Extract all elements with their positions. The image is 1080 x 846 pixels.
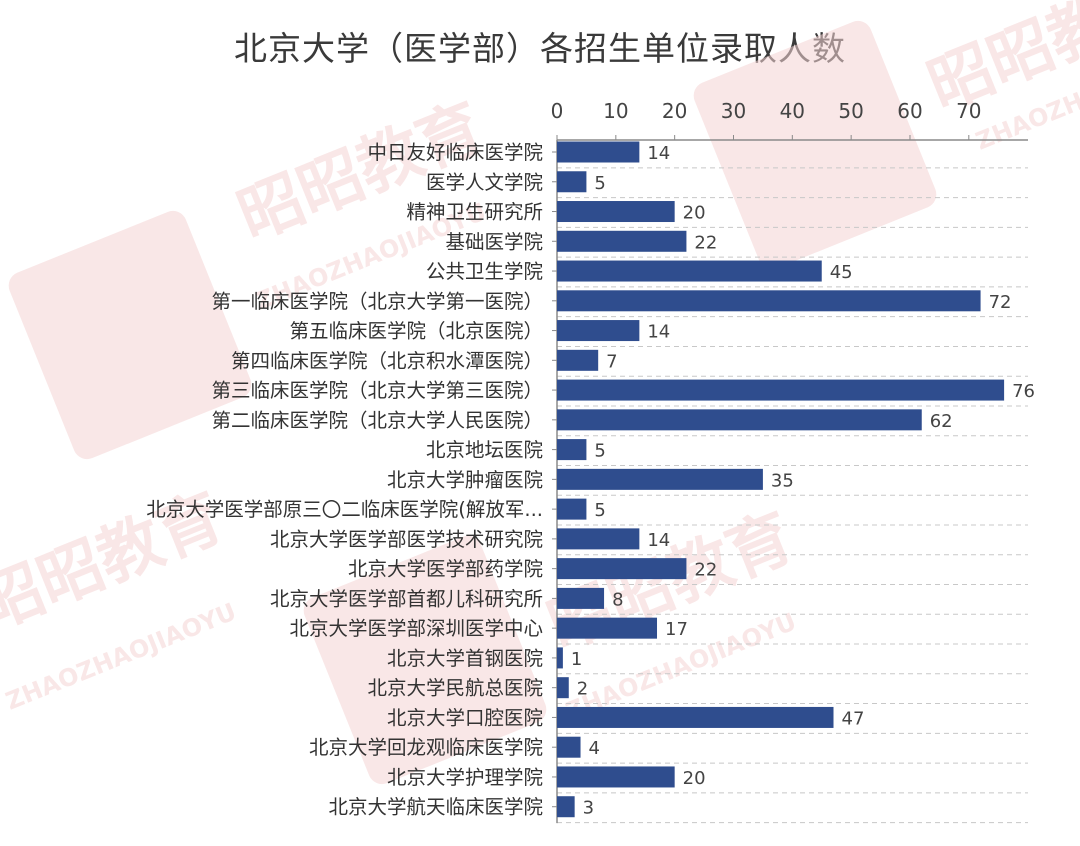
value-label: 7 [606,351,617,372]
bar [557,379,1005,401]
value-label: 17 [665,619,688,640]
x-tick-label: 30 [721,99,746,123]
x-tick-label: 50 [838,99,863,123]
watermark-logo [693,20,937,270]
value-label: 62 [930,411,953,432]
value-label: 4 [589,738,600,759]
bar [557,230,687,252]
category-label: 北京大学肿瘤医院 [387,468,543,491]
category-label: 北京大学医学部首都儿科研究所 [270,587,543,610]
chart-title: 北京大学（医学部）各招生单位录取人数 [234,29,846,68]
x-tick-label: 0 [551,99,564,123]
value-label: 22 [694,560,717,581]
category-label: 北京大学医学部深圳医学中心 [289,617,543,640]
bar [557,558,687,580]
bar [557,201,675,223]
value-label: 14 [647,530,670,551]
category-label: 第五临床医学院（北京医院） [289,320,543,343]
category-label: 北京大学回龙观临床医学院 [309,736,543,759]
category-label: 北京大学航天临床医学院 [328,796,543,819]
bar [557,647,563,669]
bar [557,439,587,461]
x-tick-label: 40 [780,99,805,123]
bar [557,766,675,788]
value-label: 8 [612,589,623,610]
value-label: 5 [594,441,605,462]
category-label: 基础医学院 [445,230,543,253]
bar [557,320,640,342]
value-label: 20 [683,768,706,789]
value-label: 2 [577,679,588,700]
value-label: 20 [683,203,706,224]
value-label: 5 [594,500,605,521]
category-label: 北京大学民航总医院 [367,677,543,700]
category-label: 北京大学首钢医院 [387,647,543,670]
bar [557,677,569,699]
category-label: 公共卫生学院 [426,260,543,283]
category-label: 北京大学护理学院 [387,766,543,789]
x-tick-label: 60 [897,99,922,123]
value-label: 47 [842,708,865,729]
value-label: 14 [647,322,670,343]
bar [557,171,587,193]
x-tick-label: 70 [956,99,981,123]
watermark-logo [303,535,547,785]
bar [557,468,763,490]
bar [557,706,834,728]
category-label: 第四临床医学院（北京积水潭医院） [231,349,543,372]
category-label: 北京大学医学部药学院 [348,558,543,581]
value-label: 35 [771,470,794,491]
value-label: 14 [647,143,670,164]
category-label: 北京大学医学部医学技术研究院 [270,528,543,551]
value-label: 72 [989,292,1012,313]
category-label: 北京大学医学部原三〇二临床医学院(解放军... [146,498,543,521]
bar [557,498,587,520]
category-label: 第二临床医学院（北京大学人民医院） [211,409,543,432]
category-label: 北京地坛医院 [426,439,543,462]
x-tick-label: 10 [603,99,628,123]
category-label: 中日友好临床医学院 [367,141,543,164]
value-label: 1 [571,649,582,670]
watermark-logo [8,210,252,460]
value-label: 76 [1012,381,1035,402]
category-label: 精神卫生研究所 [406,201,543,224]
bar [557,587,605,609]
category-label: 医学人文学院 [426,171,543,194]
value-label: 3 [583,798,594,819]
bar [557,141,640,163]
value-label: 22 [694,232,717,253]
bar [557,409,922,431]
bar [557,349,599,371]
bar [557,528,640,550]
bar [557,260,822,282]
value-label: 45 [830,262,853,283]
category-label: 北京大学口腔医院 [387,706,543,729]
x-tick-label: 20 [662,99,687,123]
bar [557,290,981,312]
value-label: 5 [594,173,605,194]
bar [557,617,658,639]
bar [557,796,575,818]
category-label: 第一临床医学院（北京大学第一医院） [211,290,543,313]
bar [557,736,581,758]
category-label: 第三临床医学院（北京大学第三医院） [211,379,543,402]
